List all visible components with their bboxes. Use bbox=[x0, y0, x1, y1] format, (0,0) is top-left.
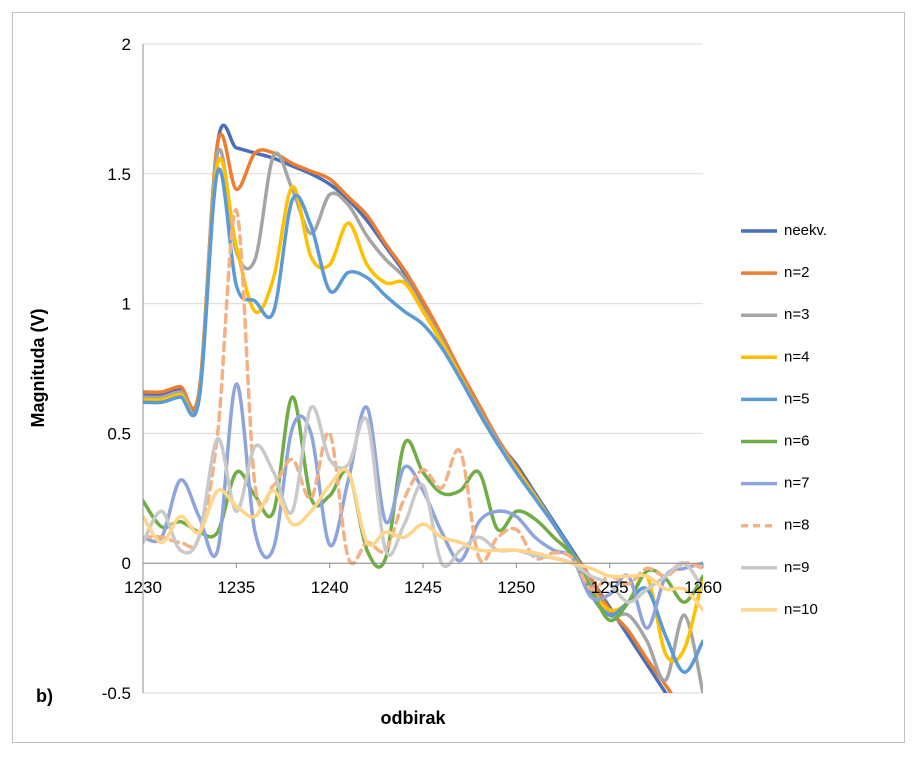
legend-label: neekv. bbox=[784, 222, 827, 239]
y-tick-label: 0 bbox=[122, 554, 131, 573]
plot-lines bbox=[143, 123, 703, 693]
legend-label: n=10 bbox=[784, 601, 818, 618]
y-tick-label: -0.5 bbox=[102, 684, 131, 703]
y-axis-title: Magnituda (V) bbox=[28, 309, 48, 428]
legend-label: n=3 bbox=[784, 306, 809, 323]
legend: neekv. n=2 n=3 n=4 n=5 n=6 n=7 n=8 n=9 n=10 bbox=[741, 222, 827, 618]
legend-label: n=6 bbox=[784, 432, 809, 449]
x-tick-label: 1240 bbox=[311, 578, 349, 597]
legend-label: n=5 bbox=[784, 390, 809, 407]
series-line bbox=[143, 208, 703, 592]
legend-label: n=2 bbox=[784, 264, 809, 281]
x-tick-label: 1255 bbox=[591, 578, 629, 597]
series-line bbox=[143, 404, 703, 604]
x-tick-label: 1230 bbox=[124, 578, 162, 597]
x-axis-title: odbirak bbox=[380, 708, 446, 728]
series-line bbox=[143, 132, 674, 693]
legend-label: n=7 bbox=[784, 475, 809, 492]
annotation: b) bbox=[36, 686, 53, 706]
x-tick-label: 1235 bbox=[217, 578, 255, 597]
legend-label: n=9 bbox=[784, 559, 809, 576]
x-tick-label: 1260 bbox=[684, 578, 722, 597]
y-tick-label: 0.5 bbox=[107, 424, 131, 443]
series-line bbox=[143, 382, 703, 630]
series-line bbox=[143, 157, 703, 663]
x-tick-label: 1245 bbox=[404, 578, 442, 597]
legend-label: n=8 bbox=[784, 517, 809, 534]
x-tick-label: 1250 bbox=[497, 578, 535, 597]
axes: -0.5 0 0.5 1 1.5 2 1230 1235 1240 1245 1250 1255 126… bbox=[102, 35, 722, 703]
y-tick-label: 1.5 bbox=[107, 165, 131, 184]
y-tick-label: 1 bbox=[122, 295, 131, 314]
y-tick-label: 2 bbox=[122, 35, 131, 54]
series-line bbox=[143, 395, 703, 623]
legend-label: n=4 bbox=[784, 348, 809, 365]
series-line bbox=[143, 467, 703, 612]
